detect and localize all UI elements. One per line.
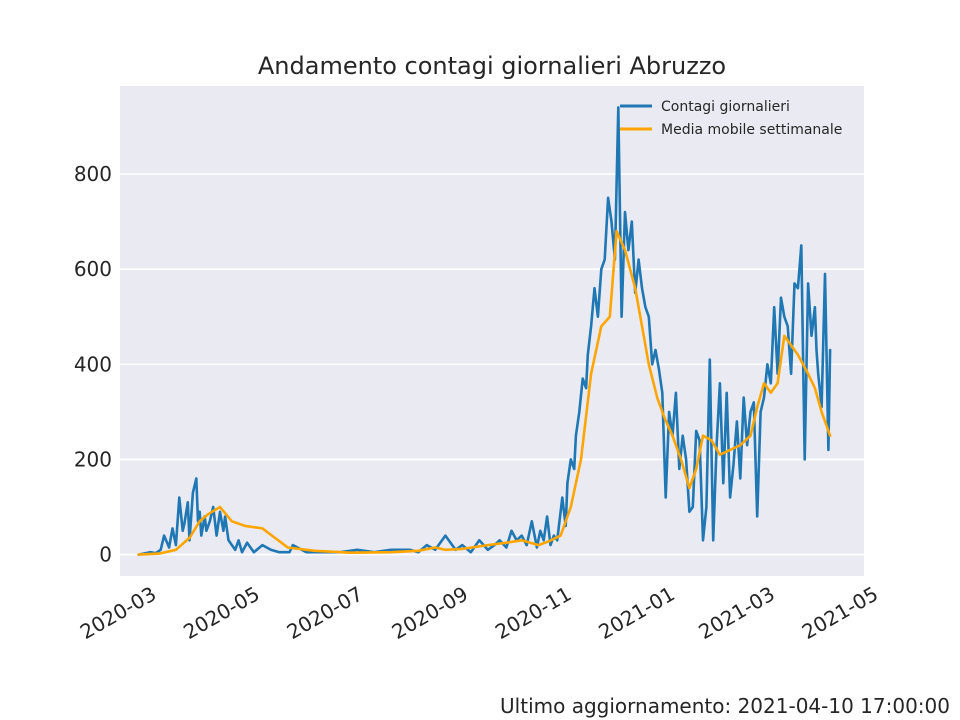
last-update-text: Ultimo aggiornamento: 2021-04-10 17:00:0…: [500, 694, 950, 718]
x-tick-label: 2020-11: [491, 582, 575, 645]
x-tick-label: 2021-01: [594, 582, 678, 645]
x-tick-label: 2020-07: [283, 582, 367, 645]
x-tick-label: 2020-03: [76, 582, 160, 645]
x-tick-label: 2021-05: [798, 582, 882, 645]
y-axis-ticks: 0 200 400 600 800: [74, 162, 112, 567]
y-tick-label: 600: [74, 257, 112, 281]
y-tick-label: 800: [74, 162, 112, 186]
x-tick-label: 2020-05: [179, 582, 263, 645]
legend-label-moving-average: Media mobile settimanale: [661, 122, 842, 138]
plot-background: [120, 86, 864, 576]
x-tick-label: 2021-03: [694, 582, 778, 645]
legend-label-daily: Contagi giornalieri: [661, 99, 790, 115]
x-tick-label: 2020-09: [388, 582, 472, 645]
y-tick-label: 200: [74, 447, 112, 471]
y-tick-label: 400: [74, 352, 112, 376]
series-line-daily-cases: [137, 106, 832, 556]
legend: Contagi giornalieri Media mobile settima…: [620, 99, 842, 138]
x-axis-ticks: 2020-03 2020-05 2020-07 2020-09 2020-11 2021-…: [76, 582, 882, 645]
series-layer: [137, 106, 832, 556]
chart-title: Andamento contagi giornalieri Abruzzo: [258, 52, 726, 80]
series-line-weekly-moving-average: [137, 229, 832, 556]
y-tick-label: 0: [99, 543, 112, 567]
